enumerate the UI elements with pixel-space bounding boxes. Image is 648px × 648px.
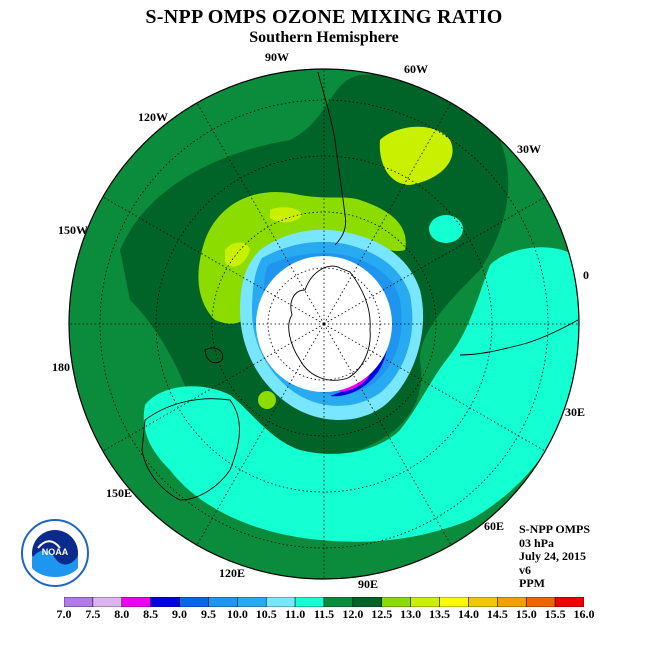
antarctica-coastline [288, 265, 371, 381]
vortex-ring-9 [330, 300, 389, 397]
south-pole-marker [322, 322, 326, 326]
instrument-label: S-NPP OMPS [519, 522, 590, 536]
colorbar-tick-label: 9.5 [200, 607, 216, 621]
coastlines [141, 71, 579, 501]
colorbar-cell [265, 597, 296, 607]
light-green-spot [258, 391, 276, 409]
colorbar-tick-label: 8.0 [114, 607, 130, 621]
colorbar-cell [150, 597, 180, 607]
colorbar-tick-label: 10.5 [255, 607, 277, 621]
africa-coastline [459, 319, 579, 356]
lon-label-180: 180 [52, 360, 70, 374]
colorbar-cell [554, 597, 584, 607]
lon-label-120w: 120W [138, 110, 168, 124]
colorbar-cell [92, 597, 123, 607]
colorbar [64, 597, 584, 607]
colorbar-tick-label: 15.0 [515, 607, 537, 621]
colorbar-tick-label: 10.0 [226, 607, 248, 621]
colorbar-cell [323, 597, 354, 607]
new-zealand-coastline [204, 347, 223, 364]
yellow-green-spot [225, 242, 250, 267]
lon-label-30e: 30E [565, 405, 586, 419]
lon-label-0: 0 [583, 268, 589, 282]
colorbar-tick-label: 7.5 [85, 607, 101, 621]
lon-label-120e: 120E [219, 566, 246, 580]
graticule [69, 69, 579, 579]
lon-label-90w: 90W [265, 50, 289, 64]
product-info: S-NPP OMPS 03 hPa July 24, 2015 v6 PPM [519, 522, 590, 591]
colorbar-tick-label: 13.5 [429, 607, 451, 621]
colorbar-tick-label: 7.0 [56, 607, 72, 621]
cyan-spot [429, 215, 463, 243]
colorbar-cell [381, 597, 411, 607]
colorbar-cell [64, 597, 94, 607]
map-title: S-NPP OMPS OZONE MIXING RATIO [145, 6, 503, 28]
map-boundary [68, 68, 580, 580]
noaa-logo: NOAA [21, 519, 89, 587]
colorbar-cell [179, 597, 209, 607]
colorbar-cell [525, 597, 556, 607]
lon-label-30w: 30W [517, 142, 541, 156]
colorbar-cell [237, 597, 267, 607]
cyan-region [143, 247, 579, 542]
lon-label-60w: 60W [404, 62, 428, 76]
units-label: PPM [519, 576, 545, 590]
pressure-level-label: 03 hPa [519, 535, 555, 550]
colorbar-tick-label: 8.5 [143, 607, 159, 621]
ozone-field [69, 69, 579, 579]
colorbar-cell [121, 597, 151, 607]
colorbar-tick-label: 13.0 [400, 607, 422, 621]
colorbar-tick-label: 14.5 [486, 607, 508, 621]
colorbar-cell [352, 597, 383, 607]
colorbar-tick-label: 12.0 [342, 607, 364, 621]
colorbar-labels: 7.0 7.5 8.0 8.5 9.0 9.5 10.0 10.5 11.0 11.5 12.0 12… [0, 607, 648, 623]
south-america-coastline [317, 71, 347, 246]
map-subtitle: Southern Hemisphere [249, 29, 399, 46]
light-green-region [379, 126, 453, 185]
lon-label-90e: 90E [358, 577, 379, 591]
yellow-green-spot [270, 207, 302, 223]
colorbar-cell [497, 597, 527, 607]
colorbar-cell [410, 597, 440, 607]
lon-label-150e: 150E [106, 486, 133, 500]
colorbar-cell [208, 597, 238, 607]
colorbar-tick-label: 12.5 [371, 607, 393, 621]
colorbar-tick-label: 11.5 [313, 607, 335, 621]
colorbar-tick-label: 9.0 [172, 607, 188, 621]
colorbar-tick-label: 11.0 [284, 607, 306, 621]
colorbar-tick-label: 14.0 [457, 607, 479, 621]
colorbar-cell [439, 597, 469, 607]
date-label: July 24, 2015 [519, 549, 587, 563]
australia-coastline [141, 398, 240, 501]
colorbar-tick-label: 16.0 [573, 607, 595, 621]
lon-label-60e: 60E [484, 519, 505, 533]
version-label: v6 [519, 562, 531, 577]
colorbar-cell [468, 597, 498, 607]
lon-label-150w: 150W [58, 223, 88, 237]
colorbar-cell [294, 597, 325, 607]
colorbar-tick-label: 15.5 [544, 607, 566, 621]
logo-text: NOAA [42, 547, 69, 557]
